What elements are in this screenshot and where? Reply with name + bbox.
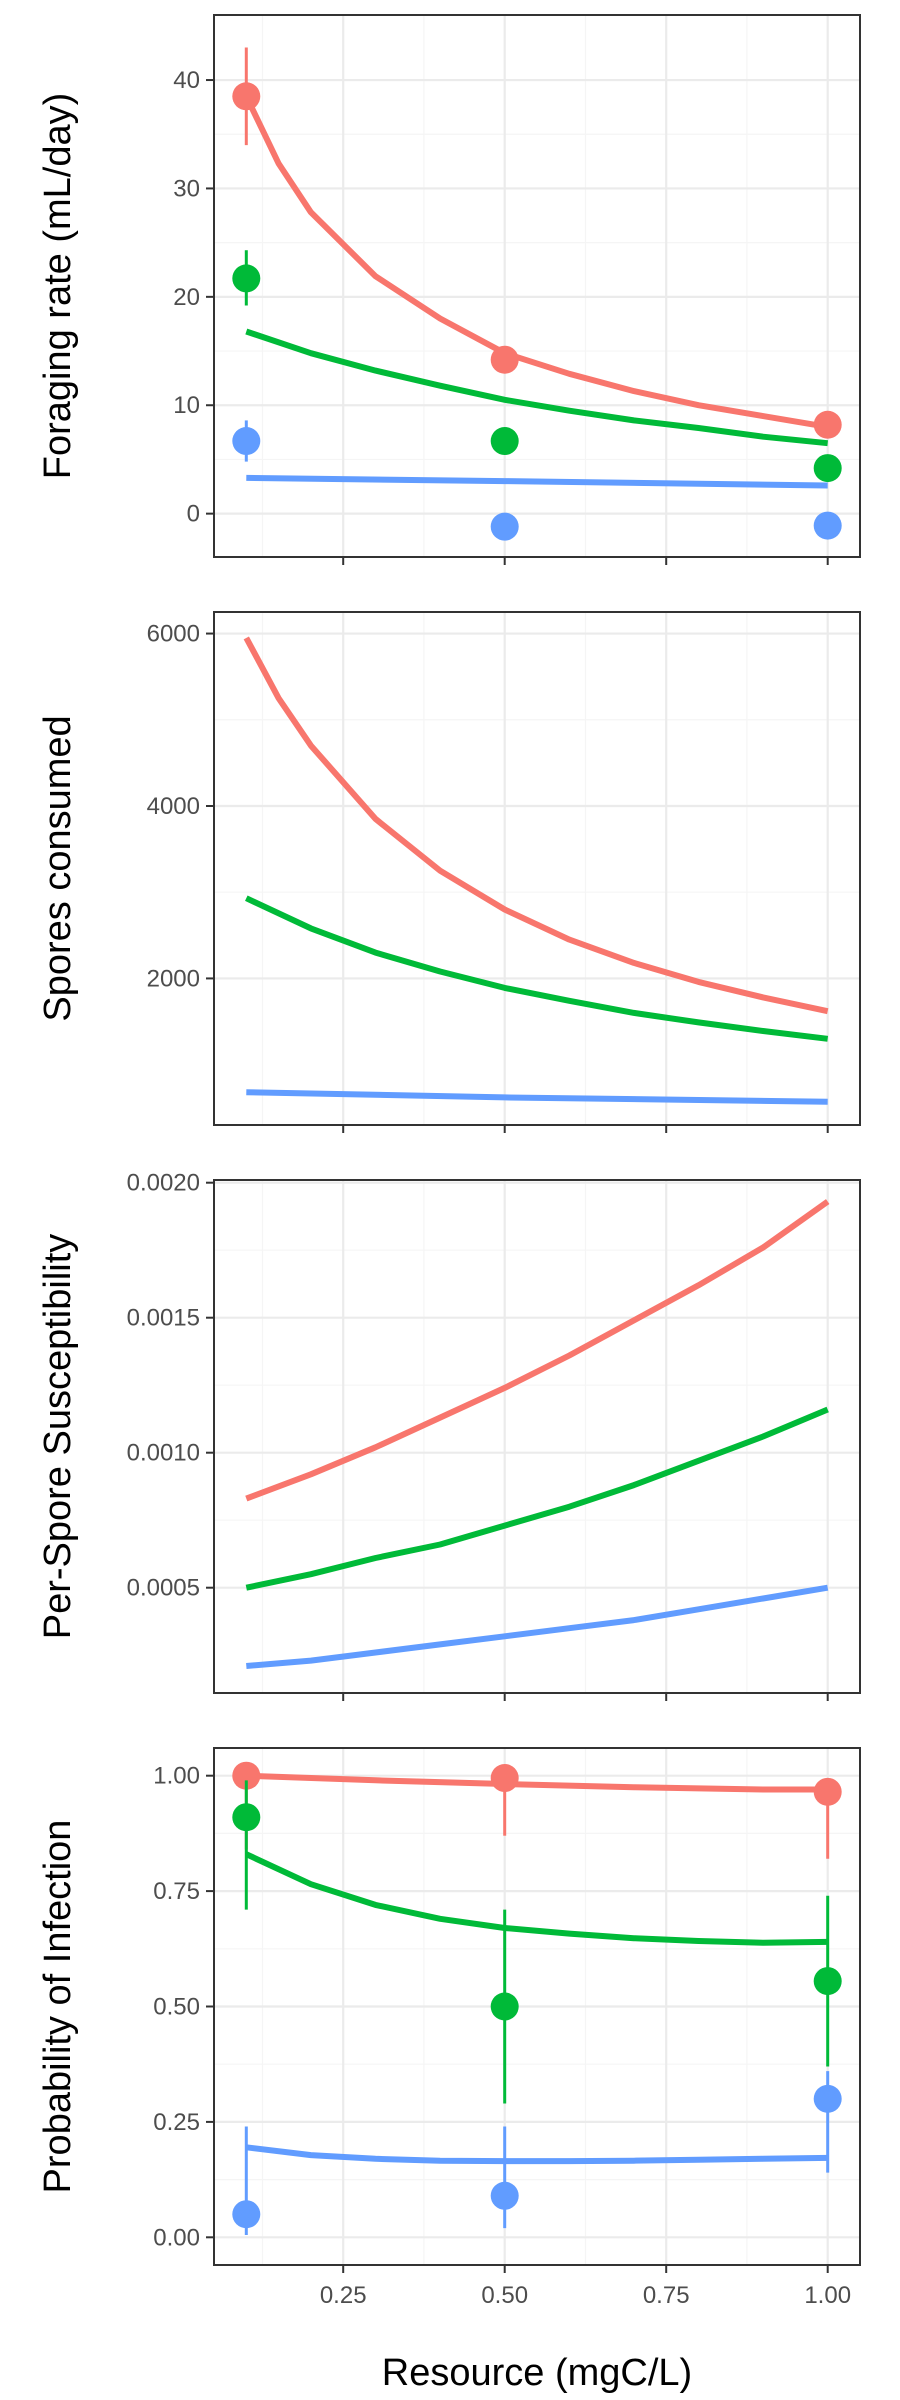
data-layer	[232, 1761, 842, 2235]
data-point	[490, 1764, 519, 1793]
panel-background	[214, 1180, 860, 1693]
data-point	[813, 1967, 842, 1996]
y-tick-label: 2000	[147, 965, 200, 992]
y-tick-label: 0.25	[153, 2109, 200, 2136]
data-point	[813, 410, 842, 439]
data-point	[232, 2200, 261, 2229]
y-axis-title: Foraging rate (mL/day)	[37, 93, 79, 480]
x-tick-label: 0.25	[320, 2282, 367, 2309]
data-point	[490, 345, 519, 374]
chart-panel-2: 2000 4000 6000 Spores consumed	[37, 611, 861, 1133]
data-point	[813, 511, 842, 540]
y-tick-label: 10	[173, 392, 200, 419]
data-point	[232, 427, 261, 456]
y-tick-label: 30	[173, 175, 200, 202]
panel-border	[213, 14, 861, 558]
data-point	[232, 82, 261, 111]
data-layer	[243, 636, 829, 1105]
y-tick-label: 40	[173, 67, 200, 94]
y-tick-label: 0.50	[153, 1994, 200, 2021]
data-point	[490, 1992, 519, 2021]
data-point	[490, 2181, 519, 2210]
series-line-1	[243, 636, 829, 1015]
y-axis-title: Probability of Infection	[37, 1820, 79, 2194]
y-tick-label: 1.00	[153, 1763, 200, 1790]
data-point	[232, 264, 261, 293]
x-tick-label: 0.75	[643, 2282, 690, 2309]
y-axis-title: Spores consumed	[37, 715, 79, 1021]
data-point	[813, 1777, 842, 1806]
y-tick-label: 6000	[147, 621, 200, 648]
panel-border	[213, 1179, 861, 1694]
y-axis-title: Per-Spore Susceptibility	[37, 1234, 79, 1640]
chart-panel-3: 0.0005 0.0010 0.0015 0.0020 Per-Spore Suscep…	[37, 1170, 861, 1701]
y-tick-label: 0.0015	[127, 1305, 200, 1332]
data-layer	[245, 1199, 830, 1669]
series-line-3	[245, 2144, 828, 2165]
data-point	[232, 1803, 261, 1832]
y-tick-label: 0.75	[153, 1878, 200, 1905]
series-line-2	[245, 328, 829, 447]
y-tick-label: 0.0020	[127, 1170, 200, 1197]
chart-panel-4: 0.00 0.25 0.50 0.75 1.00 Probability of Infec…	[37, 1747, 861, 2273]
panel-border	[213, 611, 861, 1126]
y-tick-label: 0	[187, 501, 200, 528]
series-line-2	[245, 895, 829, 1042]
panel-background	[214, 15, 860, 557]
series-line-2	[245, 1851, 828, 1946]
series-line-3	[246, 474, 828, 489]
x-axis-title: Resource (mgC/L)	[382, 2352, 692, 2394]
series-line-1	[245, 1199, 830, 1502]
panel-background	[214, 612, 860, 1125]
data-point	[813, 2084, 842, 2113]
y-tick-label: 0.0010	[127, 1440, 200, 1467]
series-line-3	[246, 1584, 829, 1669]
chart-panel-1: 0 10 20 30 40 Foraging rate (mL/day)	[37, 14, 861, 565]
series-line-2	[245, 1406, 829, 1591]
y-tick-label: 0.00	[153, 2224, 200, 2251]
series-line-3	[246, 1089, 828, 1105]
series-line-1	[246, 1772, 828, 1793]
x-axis: 0.25 0.50 0.75 1.00	[320, 2282, 851, 2309]
data-layer	[232, 47, 842, 541]
data-point	[813, 454, 842, 483]
x-tick-label: 0.50	[481, 2282, 528, 2309]
data-point	[490, 427, 519, 456]
x-tick-label: 1.00	[804, 2282, 851, 2309]
data-point	[232, 1761, 261, 1790]
y-tick-label: 0.0005	[127, 1575, 200, 1602]
y-tick-label: 20	[173, 284, 200, 311]
data-point	[490, 512, 519, 541]
y-tick-label: 4000	[147, 793, 200, 820]
